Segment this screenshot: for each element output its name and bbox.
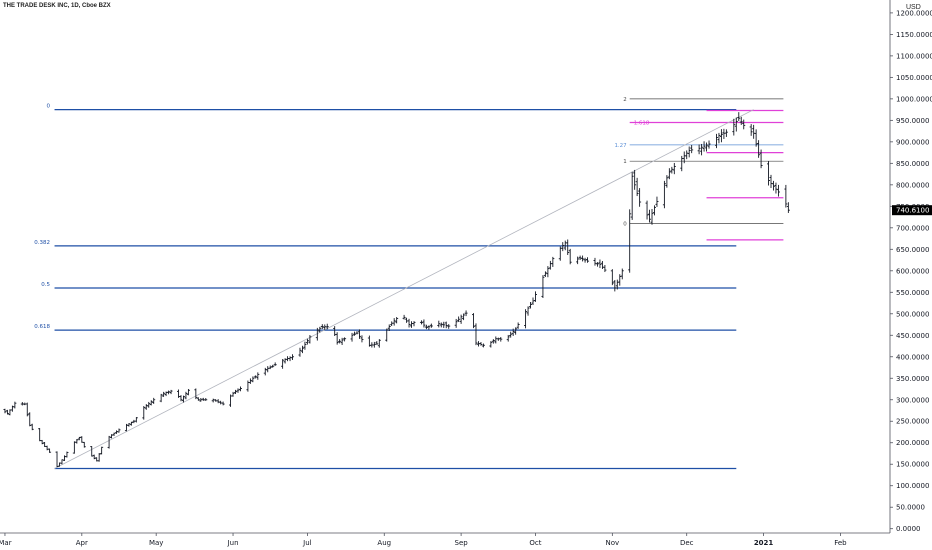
x-tick-label: Apr: [76, 539, 88, 547]
x-tick-label: Oct: [529, 539, 541, 547]
x-tick-label: Jun: [227, 539, 239, 547]
fib-level-label: 0.382: [34, 240, 50, 246]
fib-retracement-group: 0 0.382 0.5 0.618: [34, 104, 737, 470]
fib-extension-label: 1.27: [614, 143, 627, 149]
y-tick-label: 300.0000: [896, 396, 929, 404]
price-bars-group: [3, 112, 790, 468]
y-tick-label: 950.0000: [896, 117, 929, 125]
x-tick-label: Nov: [606, 539, 620, 547]
fib-extension-label: 0: [623, 222, 627, 228]
x-tick-label: Aug: [377, 539, 391, 547]
magenta-level-label: 1.618: [634, 121, 650, 127]
last-price-label: 740.6100: [896, 207, 929, 215]
y-tick-label: 400.0000: [896, 353, 929, 361]
y-tick-label: 700.0000: [896, 224, 929, 232]
y-tick-label: 350.0000: [896, 375, 929, 383]
x-tick-label: 2021: [754, 539, 774, 547]
y-tick-label: 50.0000: [896, 504, 925, 512]
currency-label: USD: [906, 4, 921, 11]
fib-level-label: 0.5: [41, 282, 50, 288]
trend-line-group: [54, 109, 754, 469]
y-tick-label: 150.0000: [896, 461, 929, 469]
fib-level-label: 0.618: [34, 324, 50, 330]
x-tick-label: Dec: [680, 539, 694, 547]
x-tick-label: Feb: [834, 539, 847, 547]
y-tick-label: 650.0000: [896, 246, 929, 254]
y-tick-label: 1050.0000: [896, 74, 932, 82]
y-tick-label: 850.0000: [896, 160, 929, 168]
y-tick-label: 550.0000: [896, 289, 929, 297]
fib-extension-label: 1: [623, 159, 627, 165]
chart-title: THE TRADE DESK INC, 1D, Cboe BZX: [3, 3, 111, 9]
y-tick-label: 0.0000: [896, 525, 921, 533]
y-tick-label: 200.0000: [896, 439, 929, 447]
y-tick-label: 500.0000: [896, 310, 929, 318]
y-tick-label: 1000.0000: [896, 95, 932, 103]
y-tick-label: 600.0000: [896, 267, 929, 275]
x-tick-label: Sep: [455, 539, 469, 547]
x-tick-label: May: [149, 539, 163, 547]
y-tick-label: 450.0000: [896, 332, 929, 340]
y-tick-label: 1100.0000: [896, 52, 932, 60]
fib-extension-label: 2: [623, 97, 627, 103]
y-tick-label: 800.0000: [896, 181, 929, 189]
y-tick-label: 1150.0000: [896, 31, 932, 39]
fib-level-label: 0: [47, 104, 51, 110]
y-tick-label: 1200.0000: [896, 9, 932, 17]
y-tick-label: 100.0000: [896, 482, 929, 490]
x-tick-label: Jul: [302, 539, 312, 547]
last-price-badge: [892, 205, 932, 216]
y-tick-label: 900.0000: [896, 138, 929, 146]
trend-line[interactable]: [54, 109, 754, 469]
x-tick-label: Mar: [0, 539, 12, 547]
y-tick-label: 250.0000: [896, 418, 929, 426]
